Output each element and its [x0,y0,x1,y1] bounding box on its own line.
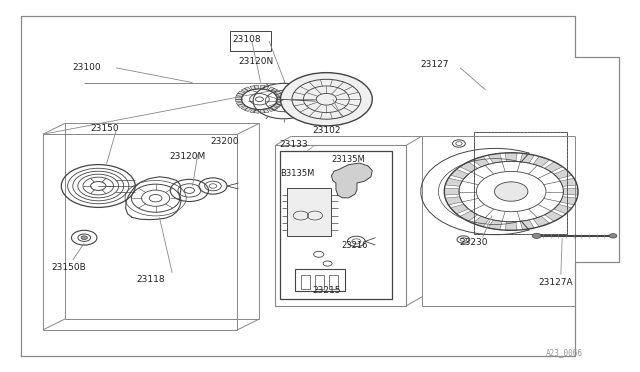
Bar [474,132,566,234]
Polygon shape [445,178,462,186]
Polygon shape [328,73,340,80]
Polygon shape [360,96,372,102]
Polygon shape [236,91,245,96]
Polygon shape [545,211,563,221]
Polygon shape [472,216,489,227]
Polygon shape [236,97,242,102]
Text: 23150B: 23150B [51,263,86,272]
Polygon shape [241,87,251,92]
Text: 23200: 23200 [211,137,239,146]
Polygon shape [332,163,372,198]
Polygon shape [505,222,517,230]
Polygon shape [328,118,340,126]
Polygon shape [533,156,550,167]
Polygon shape [488,220,502,230]
Text: 23108: 23108 [232,35,260,44]
Bar [301,275,310,289]
Polygon shape [268,87,278,92]
Text: 23150: 23150 [91,124,119,133]
Polygon shape [288,110,303,119]
Polygon shape [445,197,462,205]
Polygon shape [445,188,459,195]
Circle shape [609,234,617,238]
Bar [287,188,332,236]
Bar [474,132,566,234]
Circle shape [280,73,372,126]
Polygon shape [277,97,284,102]
Polygon shape [554,204,572,214]
Polygon shape [282,104,296,111]
Polygon shape [563,188,578,195]
Bar [275,145,406,306]
Text: 23100: 23100 [73,63,101,72]
Text: A23_0066: A23_0066 [546,349,583,357]
Polygon shape [250,85,259,90]
Polygon shape [451,204,468,214]
Polygon shape [488,153,502,163]
Polygon shape [554,169,572,179]
Text: 23102: 23102 [312,126,341,135]
Bar [280,151,392,299]
Circle shape [532,233,541,238]
Polygon shape [460,211,477,221]
Polygon shape [357,87,371,95]
Polygon shape [241,106,251,112]
Circle shape [81,236,88,240]
Polygon shape [560,197,577,205]
Polygon shape [460,162,477,172]
Polygon shape [274,91,283,96]
Bar [329,275,338,289]
Polygon shape [260,85,269,90]
Polygon shape [350,110,365,119]
Polygon shape [299,115,313,124]
Polygon shape [472,156,489,167]
Polygon shape [451,169,468,179]
Text: 23133: 23133 [279,140,308,149]
Text: 23127A: 23127A [538,278,573,287]
Polygon shape [274,102,283,108]
Text: 23127: 23127 [420,60,449,70]
Text: 23135M: 23135M [332,154,365,164]
Polygon shape [340,115,354,124]
Polygon shape [250,109,259,113]
Polygon shape [533,216,550,227]
Polygon shape [357,104,371,111]
Bar [315,275,324,289]
Text: 23120N: 23120N [239,57,274,66]
Polygon shape [560,178,577,186]
Polygon shape [505,153,517,161]
Text: 23215: 23215 [312,286,341,295]
Polygon shape [313,118,324,126]
Bar [294,269,346,291]
Polygon shape [299,75,313,83]
Text: 23230: 23230 [459,238,488,247]
Text: B3135M: B3135M [280,169,315,178]
Polygon shape [260,109,269,113]
Circle shape [495,182,528,201]
Polygon shape [288,80,303,88]
Text: 23120M: 23120M [169,152,205,161]
Polygon shape [545,162,563,172]
Polygon shape [350,80,365,88]
Polygon shape [282,87,296,95]
Polygon shape [340,75,354,83]
Text: 23118: 23118 [136,275,165,283]
Polygon shape [520,220,534,230]
Text: 23216: 23216 [341,241,367,250]
Bar [230,31,271,51]
Polygon shape [520,153,534,163]
Polygon shape [268,106,278,112]
Polygon shape [281,96,292,102]
Polygon shape [313,73,324,80]
Polygon shape [236,102,245,108]
